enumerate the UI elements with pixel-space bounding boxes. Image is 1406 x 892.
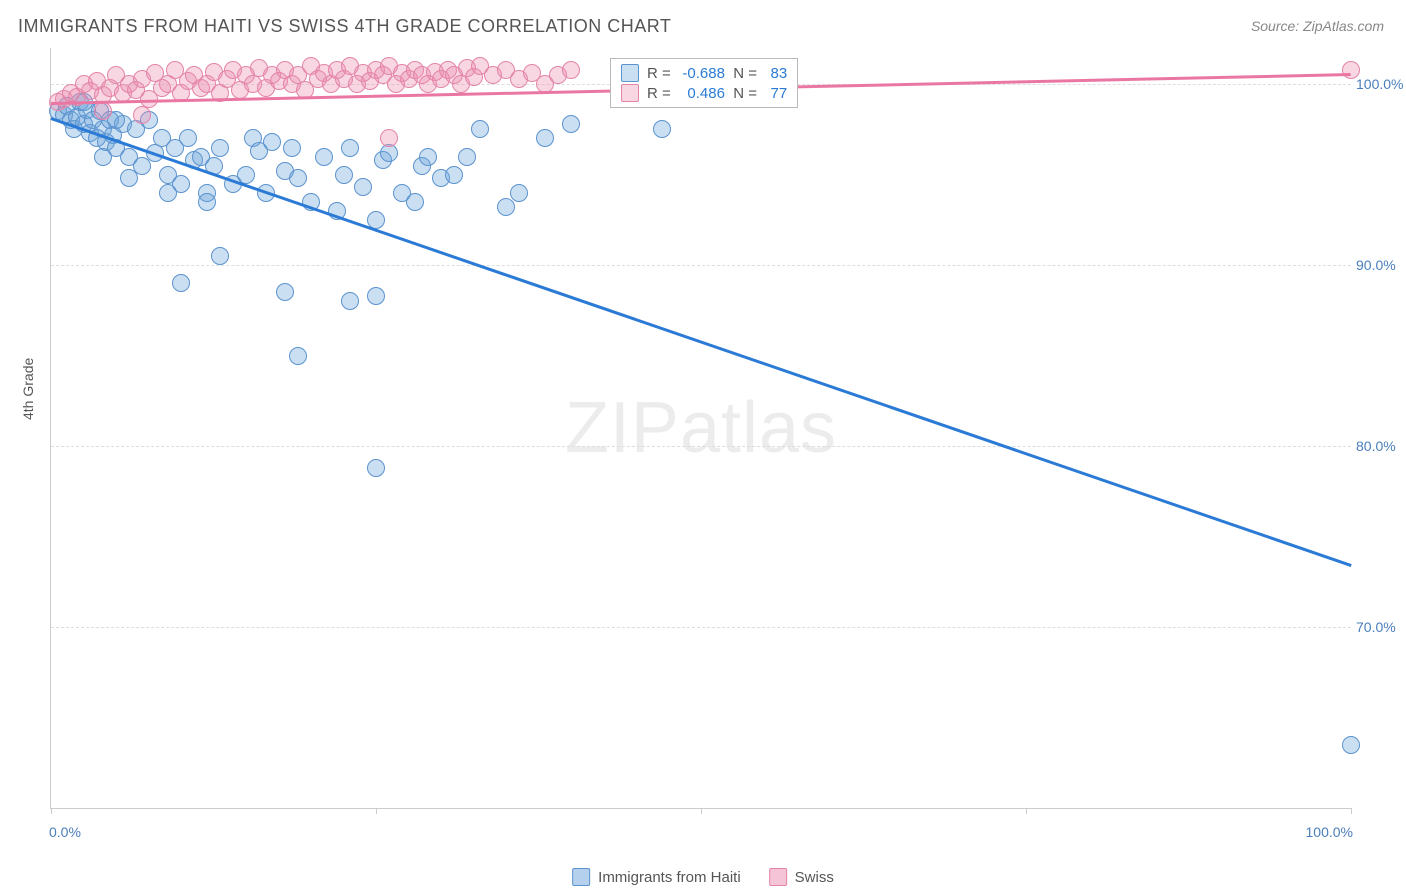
scatter-point-haiti: [315, 148, 333, 166]
scatter-point-haiti: [289, 347, 307, 365]
scatter-point-haiti: [471, 120, 489, 138]
scatter-point-haiti: [354, 178, 372, 196]
scatter-point-haiti: [179, 129, 197, 147]
scatter-point-haiti: [94, 148, 112, 166]
watermark-part2: atlas: [680, 388, 837, 468]
scatter-point-haiti: [445, 166, 463, 184]
scatter-point-haiti: [341, 139, 359, 157]
scatter-point-haiti: [341, 292, 359, 310]
x-tick: [1026, 808, 1027, 814]
chart-title: IMMIGRANTS FROM HAITI VS SWISS 4TH GRADE…: [18, 16, 671, 37]
x-tick: [376, 808, 377, 814]
scatter-point-haiti: [1342, 736, 1360, 754]
scatter-point-haiti: [289, 169, 307, 187]
stats-row-haiti: R = -0.688 N = 83: [621, 63, 787, 83]
scatter-point-haiti: [497, 198, 515, 216]
legend-label-swiss: Swiss: [795, 869, 834, 886]
stats-row-swiss: R = 0.486 N = 77: [621, 83, 787, 103]
y-axis-label: 4th Grade: [20, 358, 36, 420]
scatter-point-haiti: [406, 193, 424, 211]
legend-swatch-haiti: [572, 868, 590, 886]
correlation-stats-box: R = -0.688 N = 83 R = 0.486 N = 77: [610, 58, 798, 108]
legend-item-swiss: Swiss: [769, 868, 834, 886]
y-tick-label: 80.0%: [1356, 438, 1406, 454]
source-prefix: Source:: [1251, 18, 1303, 34]
scatter-point-haiti: [159, 184, 177, 202]
scatter-point-swiss: [380, 129, 398, 147]
scatter-point-haiti: [276, 283, 294, 301]
scatter-point-haiti: [263, 133, 281, 151]
gridline: [51, 446, 1351, 447]
scatter-point-haiti: [510, 184, 528, 202]
scatter-point-haiti: [198, 193, 216, 211]
y-tick-label: 100.0%: [1356, 76, 1406, 92]
x-tick-label: 0.0%: [49, 824, 81, 840]
scatter-point-haiti: [458, 148, 476, 166]
scatter-point-haiti: [211, 247, 229, 265]
scatter-point-haiti: [367, 287, 385, 305]
stats-swatch-haiti: [621, 64, 639, 82]
scatter-chart: ZIPatlas 70.0%80.0%90.0%100.0%0.0%100.0%…: [50, 48, 1351, 809]
scatter-point-swiss: [1342, 61, 1360, 79]
scatter-point-haiti: [211, 139, 229, 157]
x-tick-label: 100.0%: [1306, 824, 1353, 840]
scatter-point-swiss: [562, 61, 580, 79]
scatter-point-haiti: [283, 139, 301, 157]
y-tick-label: 90.0%: [1356, 257, 1406, 273]
scatter-point-swiss: [133, 106, 151, 124]
scatter-point-haiti: [419, 148, 437, 166]
y-tick-label: 70.0%: [1356, 619, 1406, 635]
scatter-point-haiti: [367, 459, 385, 477]
legend: Immigrants from Haiti Swiss: [572, 868, 834, 886]
scatter-point-swiss: [94, 102, 112, 120]
stats-text-swiss: R = 0.486 N = 77: [647, 85, 787, 102]
stats-text-haiti: R = -0.688 N = 83: [647, 65, 787, 82]
gridline: [51, 627, 1351, 628]
trendline-haiti: [51, 117, 1352, 566]
source-name: ZipAtlas.com: [1303, 18, 1384, 34]
scatter-point-haiti: [562, 115, 580, 133]
source-attribution: Source: ZipAtlas.com: [1251, 18, 1384, 34]
legend-item-haiti: Immigrants from Haiti: [572, 868, 741, 886]
scatter-point-haiti: [536, 129, 554, 147]
stats-swatch-swiss: [621, 84, 639, 102]
scatter-point-haiti: [653, 120, 671, 138]
x-tick: [701, 808, 702, 814]
x-tick: [1351, 808, 1352, 814]
scatter-point-haiti: [120, 169, 138, 187]
legend-label-haiti: Immigrants from Haiti: [598, 869, 741, 886]
scatter-point-haiti: [335, 166, 353, 184]
x-tick: [51, 808, 52, 814]
legend-swatch-swiss: [769, 868, 787, 886]
scatter-point-haiti: [172, 274, 190, 292]
watermark: ZIPatlas: [565, 387, 837, 469]
watermark-part1: ZIP: [565, 388, 680, 468]
gridline: [51, 265, 1351, 266]
